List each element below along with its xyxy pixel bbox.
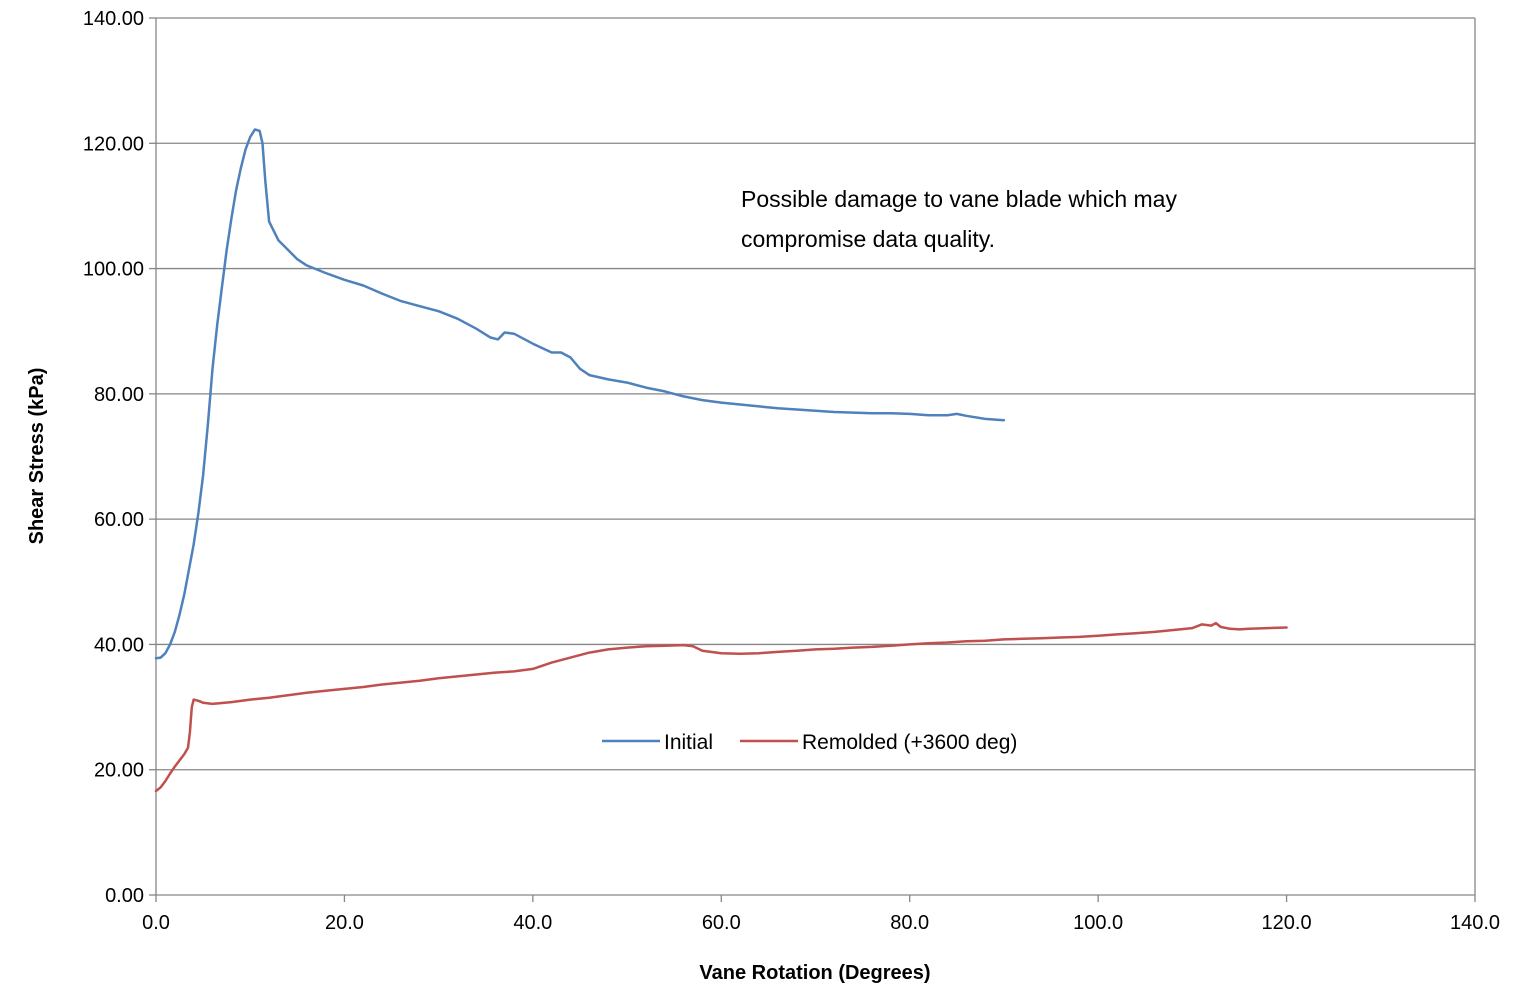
series-lines [154, 128, 1288, 793]
x-tick-label: 0.0 [142, 912, 170, 934]
axes [149, 17, 1476, 902]
y-tick-label: 120.00 [83, 133, 144, 155]
y-tick-labels: 0.00 20.00 40.00 60.00 80.00 100.00 120.00 140.… [83, 8, 144, 907]
y-tick-label: 140.00 [83, 8, 144, 30]
x-tick-label: 20.0 [325, 912, 364, 934]
series-line-initial [154, 128, 1006, 660]
gridlines [156, 17, 1475, 771]
y-axis-title: Shear Stress (kPa) [26, 368, 48, 545]
annotation-line-2: compromise data quality. [741, 226, 995, 252]
y-tick-label: 100.00 [83, 259, 144, 281]
x-tick-label: 100.0 [1073, 912, 1123, 934]
x-axis-title: Vane Rotation (Degrees) [699, 962, 930, 984]
series-line-remolded [154, 621, 1288, 793]
x-tick-label: 140.0 [1450, 912, 1500, 934]
y-tick-label: 60.00 [94, 509, 144, 531]
legend-label-remolded: Remolded (+3600 deg) [802, 731, 1017, 754]
y-tick-label: 0.00 [105, 885, 144, 907]
legend: Initial Remolded (+3600 deg) [602, 731, 1017, 754]
annotation-line-1: Possible damage to vane blade which may [741, 186, 1177, 212]
x-tick-label: 120.0 [1262, 912, 1312, 934]
x-tick-label: 60.0 [702, 912, 741, 934]
y-tick-label: 80.00 [94, 384, 144, 406]
y-tick-label: 40.00 [94, 634, 144, 656]
y-tick-label: 20.00 [94, 760, 144, 782]
x-tick-labels: 0.0 20.0 40.0 60.0 80.0 100.0 120.0 140.0 [142, 912, 1500, 934]
x-tick-label: 40.0 [513, 912, 552, 934]
legend-label-initial: Initial [664, 731, 713, 754]
x-tick-label: 80.0 [890, 912, 929, 934]
